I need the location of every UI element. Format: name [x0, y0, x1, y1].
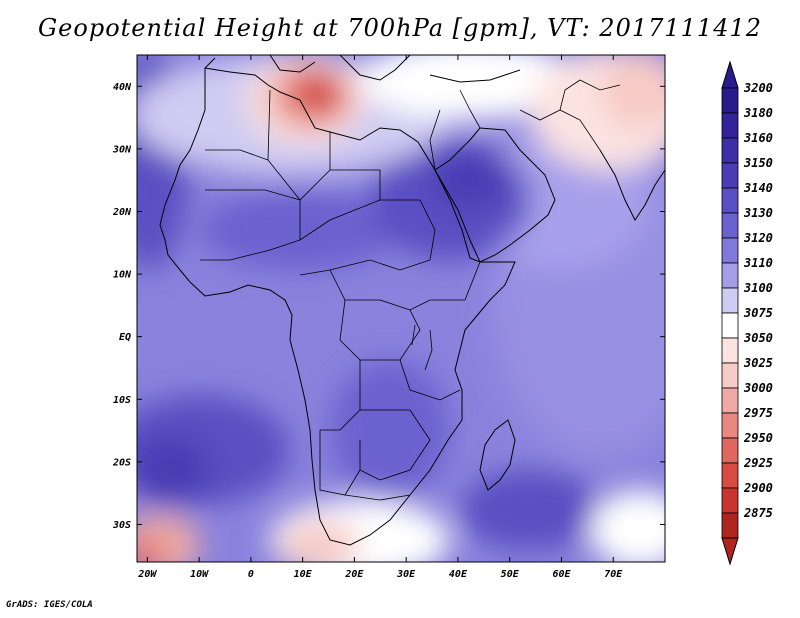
lat-tick-label: 40N	[113, 82, 132, 93]
lon-tick-label: 20W	[137, 569, 157, 580]
map-title: Geopotential Height at 700hPa [gpm], VT:…	[38, 14, 762, 42]
lat-tick-label: 10S	[113, 395, 131, 406]
colorbar-swatch	[721, 387, 739, 414]
europe-coastline	[204, 55, 521, 83]
field-zone	[137, 540, 165, 562]
colorbar: 3200 3180 3160 3150 3140 3130 3120 3110 3100 3075…	[721, 60, 773, 566]
colorbar-swatch	[721, 137, 739, 164]
colorbar-label: 3110	[743, 256, 773, 270]
lon-tick-label: 10E	[294, 569, 313, 580]
field-zone	[460, 470, 600, 550]
colorbar-label: 3075	[743, 306, 773, 320]
colorbar-label: 3100	[743, 281, 773, 295]
border-line	[429, 89, 481, 171]
colorbar-label: 3180	[743, 106, 773, 120]
field-zone	[302, 80, 334, 106]
lat-tick-label: 30N	[112, 144, 132, 155]
colorbar-swatch	[721, 162, 739, 189]
colorbar-swatch	[721, 362, 739, 389]
field-zone	[430, 150, 510, 210]
colorbar-label: 3200	[743, 81, 773, 95]
colorbar-top-arrow	[721, 60, 739, 89]
colorbar-swatch	[721, 512, 739, 539]
colorbar-swatch	[721, 262, 739, 289]
field-zone	[590, 490, 665, 562]
colorbar-label: 3050	[743, 331, 773, 345]
colorbar-label: 2975	[743, 406, 773, 420]
colorbar-swatch	[721, 412, 739, 439]
colorbar-swatch	[721, 112, 739, 139]
india-coastline	[599, 149, 665, 221]
plot-frame	[136, 54, 666, 563]
colorbar-label: 3160	[743, 131, 773, 145]
africa-coastline	[159, 67, 516, 546]
arabia-coastline	[434, 127, 556, 263]
lon-tick-label: 10W	[190, 569, 209, 580]
lon-tick-label: 30E	[396, 569, 416, 580]
colorbar-label: 2900	[743, 481, 773, 495]
colorbar-label: 3025	[743, 356, 773, 370]
colorbar-label: 3120	[743, 231, 773, 245]
border-line	[299, 199, 436, 276]
colorbar-bottom-arrow	[721, 537, 739, 566]
border-line	[411, 324, 433, 371]
lon-tick-label: 60E	[552, 569, 571, 580]
lon-tick-label: 20E	[344, 569, 364, 580]
lat-tick-label: 20N	[112, 207, 132, 218]
colorbar-swatch	[721, 462, 739, 489]
colorbar-label: 3140	[743, 181, 773, 195]
axis-ticks: 40N 30N 20N 10N EQ 10S 20S 30S 20W 10W 0 10E 20E 30E 4…	[112, 55, 665, 580]
colorbar-label: 3130	[743, 206, 773, 220]
colorbar-swatch	[721, 237, 739, 264]
colorbar-swatch	[721, 437, 739, 464]
lon-tick-label: 50E	[501, 569, 520, 580]
border-line	[319, 430, 411, 501]
colorbar-swatch	[721, 212, 739, 239]
grads-credit: GrADS: IGES/COLA	[6, 600, 93, 610]
lon-tick-label: 40E	[449, 569, 468, 580]
colorbar-swatch	[721, 337, 739, 364]
colorbar-swatch	[721, 187, 739, 214]
lat-tick-label: 30S	[112, 520, 131, 531]
lon-tick-label: 0	[248, 569, 254, 580]
colorbar-swatch	[721, 287, 739, 314]
field-zone	[360, 55, 580, 120]
colorbar-label: 3150	[743, 156, 773, 170]
colorbar-swatch	[721, 87, 739, 114]
field-zone	[137, 435, 210, 505]
lon-tick-label: 70E	[604, 569, 623, 580]
border-line	[320, 359, 461, 431]
lat-tick-label: EQ	[119, 332, 131, 343]
border-line	[339, 299, 421, 361]
coastlines	[159, 55, 665, 546]
colorbar-swatch	[721, 487, 739, 514]
lat-tick-label: 20S	[112, 457, 131, 468]
country-borders	[200, 79, 621, 501]
madagascar-coastline	[479, 419, 516, 491]
colorbar-label: 2875	[743, 506, 773, 520]
field-zone	[330, 360, 450, 500]
colorbar-label: 3000	[743, 381, 773, 395]
colorbar-label: 2950	[743, 431, 773, 445]
field-zone	[137, 515, 200, 562]
colorbar-swatch	[721, 312, 739, 339]
field-zone	[280, 520, 360, 562]
colorbar-label: 2925	[743, 456, 773, 470]
field-zone	[600, 55, 665, 130]
border-line	[519, 79, 621, 151]
lat-tick-label: 10N	[113, 270, 132, 281]
